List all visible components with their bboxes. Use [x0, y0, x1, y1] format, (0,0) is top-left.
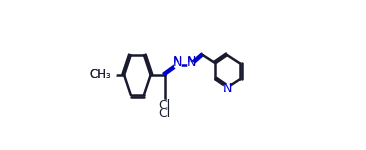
Circle shape: [188, 62, 194, 69]
Text: N: N: [173, 55, 183, 68]
Text: N: N: [186, 56, 196, 69]
Circle shape: [160, 100, 169, 109]
Text: Cl: Cl: [158, 99, 171, 112]
Text: N: N: [223, 82, 232, 96]
Text: Cl: Cl: [158, 107, 171, 120]
Text: CH₃: CH₃: [90, 69, 112, 81]
Text: N: N: [223, 82, 232, 95]
Circle shape: [175, 62, 181, 69]
Text: N: N: [173, 56, 183, 69]
Text: N: N: [186, 55, 196, 68]
Circle shape: [224, 84, 231, 91]
Text: CH₃: CH₃: [90, 69, 112, 81]
Circle shape: [109, 71, 116, 79]
